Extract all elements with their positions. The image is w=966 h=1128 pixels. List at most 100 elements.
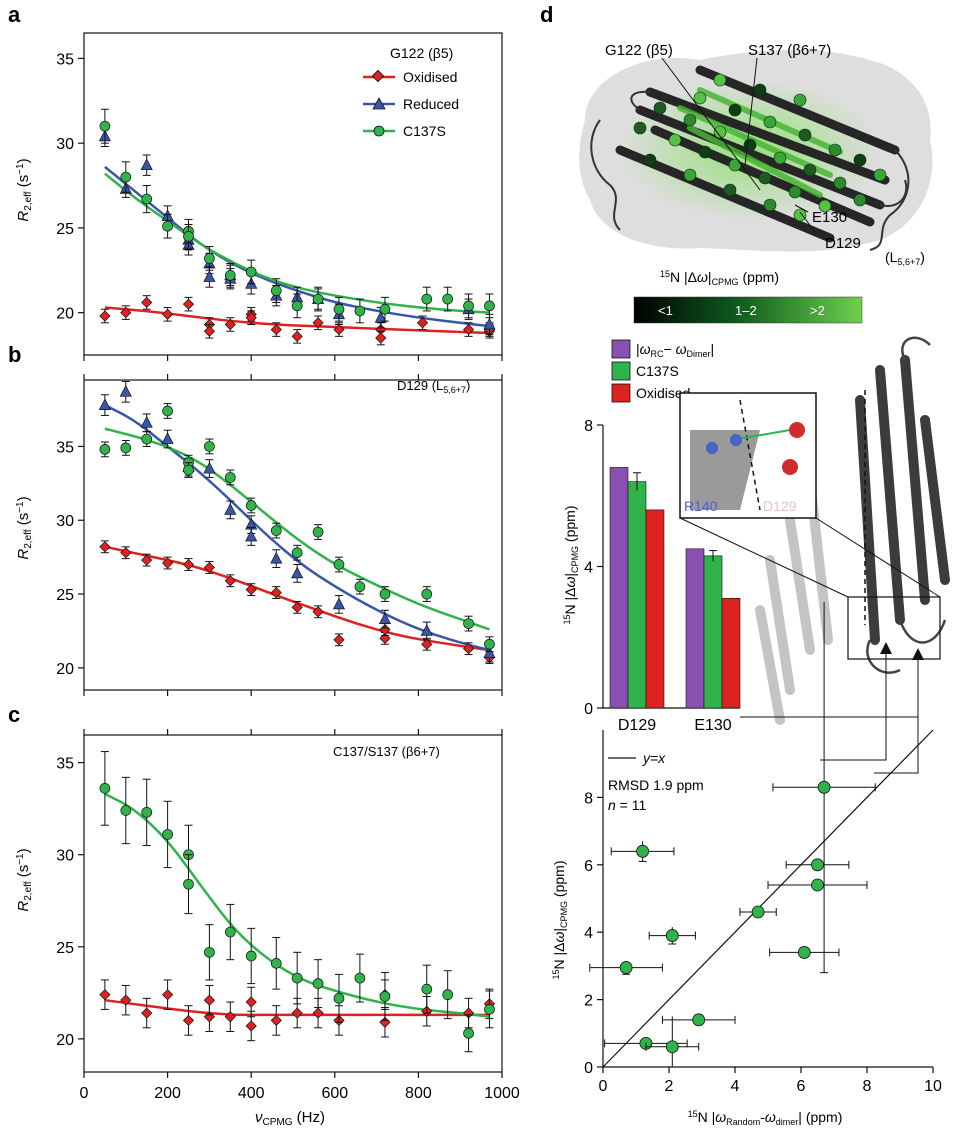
chart-a-point-c137s <box>379 303 391 315</box>
bar-E130-c137s <box>703 555 723 709</box>
corr-ytick-label: 6 <box>584 858 593 875</box>
chart-b-point-c137s <box>354 581 366 593</box>
side-loops <box>866 336 947 674</box>
residue-sphere <box>788 185 802 199</box>
chart-c-point-oxidised <box>245 1020 257 1032</box>
chart-c-ytick-label: 35 <box>56 756 74 773</box>
chart-a-point-reduced <box>140 158 153 171</box>
corr-point <box>665 1040 679 1054</box>
chart-c-xtick-label: 800 <box>405 1085 432 1102</box>
chart-c-fit-oxidised <box>104 998 490 1017</box>
bar-legend-swatch-c137s <box>611 361 631 381</box>
panel-letter-a: a <box>8 2 21 27</box>
bar-D129-rc_dimer <box>609 467 629 709</box>
chart-a-point-oxidised <box>182 298 195 310</box>
chart-b-point-reduced <box>332 597 346 610</box>
chart-b-point-reduced <box>420 624 433 636</box>
chart-c-ytick-label: 25 <box>56 940 74 957</box>
chart-c-point-c137s <box>442 989 454 1001</box>
corr-ytick-label: 0 <box>584 1060 593 1077</box>
chart-b-point-c137s <box>99 444 111 455</box>
chart-b-ytick-label: 25 <box>56 587 74 604</box>
label-s137: S137 (β6+7) <box>748 42 831 59</box>
bar-E130-rc_dimer <box>685 548 705 709</box>
inset-salt-bridge: R140 D129 <box>679 392 817 519</box>
protein-structure-side <box>679 336 950 774</box>
chart-a-point-oxidised <box>291 330 303 342</box>
corr-point <box>797 946 811 959</box>
chart-b-point-c137s <box>141 433 153 445</box>
xlabel-d-scatter: 15N |ωRandom-ωdimer| (ppm) <box>688 1109 843 1127</box>
zoom-box <box>847 596 941 660</box>
chart-a-point-oxidised <box>162 308 174 320</box>
chart-b: 20 25 30 35 <box>56 374 503 696</box>
legend-reduced-marker <box>372 97 386 110</box>
inset-label-r140: R140 <box>684 498 718 514</box>
chart-a-point-c137s <box>183 231 194 242</box>
chart-b-point-c137s <box>120 442 132 454</box>
chart-b-point-c137s <box>333 559 345 570</box>
chart-b-point-oxidised <box>270 586 282 599</box>
legend-oxidised-marker <box>371 69 385 83</box>
chart-c-point-c137s <box>141 806 153 818</box>
bar-legend-swatch-rc <box>611 339 631 359</box>
chart-c-point-oxidised <box>120 994 132 1006</box>
corr-xtick-label: 0 <box>599 1078 608 1095</box>
chart-c-point-c137s <box>99 783 111 794</box>
chart-b-point-c137s <box>379 588 391 600</box>
chart-b-point-oxidised <box>224 575 236 587</box>
chart-b-point-reduced <box>203 461 216 474</box>
residue-sphere <box>693 91 707 105</box>
side-strands-dark <box>855 355 950 645</box>
chart-b-point-oxidised <box>291 601 303 613</box>
chart-d-scatter: 0 2 4 6 8 0 2 4 6 8 10 <box>584 601 942 1095</box>
bar-legend-label-oxidised: Oxidised <box>636 385 690 401</box>
residue-sphere <box>683 113 697 127</box>
chart-a-point-c137s <box>141 193 153 205</box>
colorbar-gradient <box>633 296 863 324</box>
chart-c-point-c137s <box>333 992 345 1004</box>
ylabel-b: R2,eff (s−1) <box>15 496 34 559</box>
chart-a-point-oxidised <box>312 317 324 329</box>
chart-b-point-c137s <box>270 525 282 536</box>
chart-c-ytick-label: 30 <box>56 848 74 865</box>
bar-category-label: D129 <box>618 717 656 734</box>
chart-b-point-oxidised <box>379 623 391 636</box>
residue-sphere <box>668 133 682 147</box>
chart-a-point-oxidised <box>245 312 257 324</box>
chart-b-ytick-label: 35 <box>56 439 74 456</box>
chart-c-point-c137s <box>379 991 391 1002</box>
corr-point <box>811 878 824 892</box>
chart-b-point-reduced <box>119 385 132 397</box>
bar-legend-label-c137s: C137S <box>636 363 679 379</box>
chart-a-point-c137s <box>120 171 132 183</box>
structure-callouts <box>661 57 816 233</box>
bar-legend-label-rc: |ωRC− ωDimer| <box>636 341 714 359</box>
chart-a-point-oxidised <box>416 317 429 329</box>
residue-sphere <box>713 73 727 87</box>
residue-sphere <box>698 145 712 159</box>
loops <box>590 90 910 251</box>
inset-n-atom-2 <box>730 434 742 446</box>
chart-a-point-oxidised <box>224 318 236 331</box>
chart-b-point-oxidised <box>162 557 174 569</box>
chart-a-ytick-label: 35 <box>56 51 74 68</box>
residue-sphere <box>773 151 787 165</box>
chart-a-point-c137s <box>99 120 111 132</box>
chart-a-point-oxidised <box>375 323 387 336</box>
chart-c-point-c137s <box>312 978 324 989</box>
protein-structure-top: G122 (β5) S137 (β6+7) E130 D129 (L5,6+7) <box>579 42 933 267</box>
chart-b-point-reduced <box>161 432 174 444</box>
chart-c-point-oxidised <box>203 1011 215 1023</box>
chart-a-point-reduced <box>374 310 387 323</box>
corr-yx-line <box>602 729 934 1068</box>
chart-a-point-c137s <box>291 300 303 312</box>
chart-a-fit-c137s <box>104 172 490 314</box>
bar-D129-c137s <box>627 481 647 709</box>
chart-c-point-c137s <box>224 926 236 938</box>
chart-c-fit-c137s <box>104 792 490 1018</box>
chart-c-point-c137s <box>484 1004 495 1015</box>
chart-b-point-oxidised <box>203 561 215 574</box>
subtitle-c: C137/S137 (β6+7) <box>333 744 440 759</box>
connector-e130 <box>874 660 919 774</box>
